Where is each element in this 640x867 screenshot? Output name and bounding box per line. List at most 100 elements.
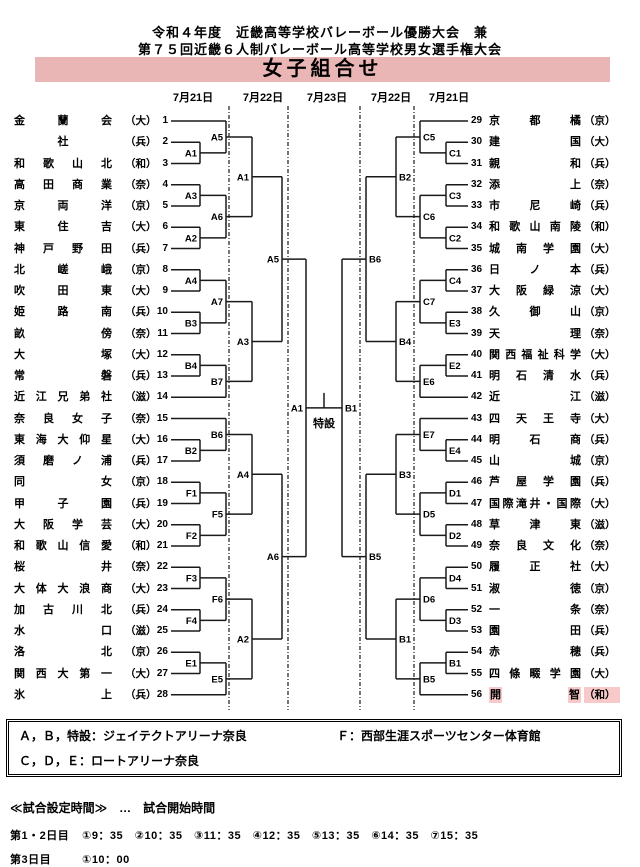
team-seed: 4	[162, 178, 168, 190]
match-label: B5	[423, 674, 436, 685]
team-seed: 54	[471, 646, 483, 658]
match-label: C5	[423, 132, 436, 143]
team-prefecture: （兵）	[584, 263, 616, 276]
team-name: 和歌山南陵	[489, 221, 581, 234]
team-prefecture: （兵）	[125, 136, 157, 149]
day12-label: 第1・2日目	[10, 830, 70, 842]
team-seed: 35	[471, 242, 483, 254]
match-label: B1	[399, 634, 412, 645]
team-name: 四天王寺	[489, 412, 581, 425]
team-seed: 47	[471, 497, 483, 509]
team-seed: 25	[156, 625, 168, 636]
match-label: A3	[185, 191, 197, 202]
team-seed: 23	[156, 582, 168, 594]
team-seed: 7	[162, 242, 168, 254]
team-name: 須磨ノ浦	[14, 455, 112, 467]
team-name: 近江兄弟社	[14, 391, 112, 404]
team-prefecture: （奈）	[125, 561, 157, 574]
match-label: B2	[399, 172, 411, 183]
match-label: F3	[186, 573, 197, 584]
team-name: 四條畷学園	[489, 667, 581, 680]
team-name: 東海大仰星	[14, 433, 112, 446]
team-seed: 40	[471, 348, 483, 360]
team-prefecture: （奈）	[125, 327, 157, 340]
team-name: 姫路南	[14, 306, 112, 319]
team-name: 大塚	[14, 348, 112, 361]
team-prefecture: （兵）	[584, 370, 616, 382]
match-label: A3	[237, 337, 249, 348]
team-name: 東住吉	[14, 221, 112, 234]
team-prefecture: （兵）	[584, 157, 616, 170]
team-prefecture: （兵）	[125, 370, 157, 382]
match-label: B6	[369, 255, 381, 266]
team-prefecture: （兵）	[584, 476, 616, 489]
team-name: 大体大浪商	[14, 582, 112, 595]
team-prefecture: （京）	[584, 306, 616, 319]
team-name: 天理	[489, 327, 581, 340]
team-name: 芦屋学園	[489, 476, 581, 489]
match-label: D6	[423, 595, 435, 606]
match-label: E6	[423, 377, 435, 388]
team-prefecture: （大）	[584, 136, 616, 149]
team-seed: 56	[471, 688, 483, 700]
match-label: D3	[449, 616, 461, 627]
team-prefecture: （兵）	[584, 625, 616, 637]
team-seed: 33	[471, 200, 483, 211]
team-name: 城南学園	[489, 242, 581, 255]
team-seed: 24	[156, 603, 168, 615]
match-label: A1	[291, 403, 304, 414]
match-label: D2	[449, 531, 461, 542]
day3-times: ①10：00	[82, 854, 130, 866]
team-prefecture: （兵）	[125, 455, 157, 467]
team-seed: 19	[156, 497, 168, 509]
team-seed: 43	[471, 412, 483, 424]
team-seed: 9	[162, 285, 168, 296]
team-prefecture: （兵）	[125, 242, 157, 255]
team-prefecture: （滋）	[584, 518, 616, 531]
match-label: A2	[185, 233, 197, 244]
team-name: 一条	[489, 603, 581, 616]
match-label: E4	[449, 446, 461, 457]
team-seed: 1	[162, 115, 168, 126]
match-label: E3	[449, 318, 461, 329]
team-name: 赤穂	[489, 646, 581, 659]
team-seed: 36	[471, 263, 483, 275]
match-label: A6	[211, 212, 223, 223]
team-seed: 20	[156, 518, 168, 530]
team-prefecture: （滋）	[125, 391, 157, 404]
team-prefecture: （兵）	[125, 603, 157, 616]
team-seed: 45	[471, 455, 483, 466]
match-label: E5	[211, 674, 223, 685]
match-label: D4	[449, 573, 462, 584]
match-label: B3	[185, 318, 197, 329]
match-label: B1	[449, 658, 462, 669]
team-seed: 48	[471, 518, 483, 530]
team-prefecture: （和）	[125, 157, 157, 170]
team-name: 日ノ本	[489, 263, 581, 276]
team-seed: 29	[471, 115, 483, 126]
team-name: 水口	[14, 625, 112, 637]
match-label: D1	[449, 488, 462, 499]
team-name: 草津東	[489, 518, 581, 531]
team-seed: 11	[157, 327, 168, 339]
venue-line-ab: Ａ，Ｂ，特設：ジェイテクトアリーナ奈良	[19, 729, 247, 743]
match-label: F5	[212, 510, 224, 521]
team-prefecture: （兵）	[125, 306, 157, 319]
team-seed: 51	[471, 582, 483, 594]
venue-legend-inner-border	[8, 721, 620, 775]
match-time-heading: ≪試合設定時間≫ … 試合開始時間	[10, 801, 216, 815]
team-prefecture: （奈）	[125, 412, 157, 425]
team-name: 親和	[489, 157, 581, 170]
team-prefecture: （京）	[125, 476, 157, 489]
team-prefecture: （大）	[125, 115, 157, 127]
team-seed: 37	[471, 285, 483, 296]
venue-line-cde: Ｃ，Ｄ，Ｅ：ロートアリーナ奈良	[19, 754, 200, 768]
team-name: 大阪緑涼	[489, 285, 581, 297]
team-prefecture: （奈）	[584, 178, 616, 191]
team-seed: 38	[471, 306, 483, 318]
team-name: 洛北	[14, 646, 112, 659]
team-name: 奈良文化	[489, 540, 581, 552]
tournament-title-line2: 第７５回近畿６人制バレーボール高等学校男女選手権大会	[137, 42, 502, 57]
match-label: E1	[185, 658, 197, 669]
team-prefecture: （奈）	[584, 603, 616, 616]
